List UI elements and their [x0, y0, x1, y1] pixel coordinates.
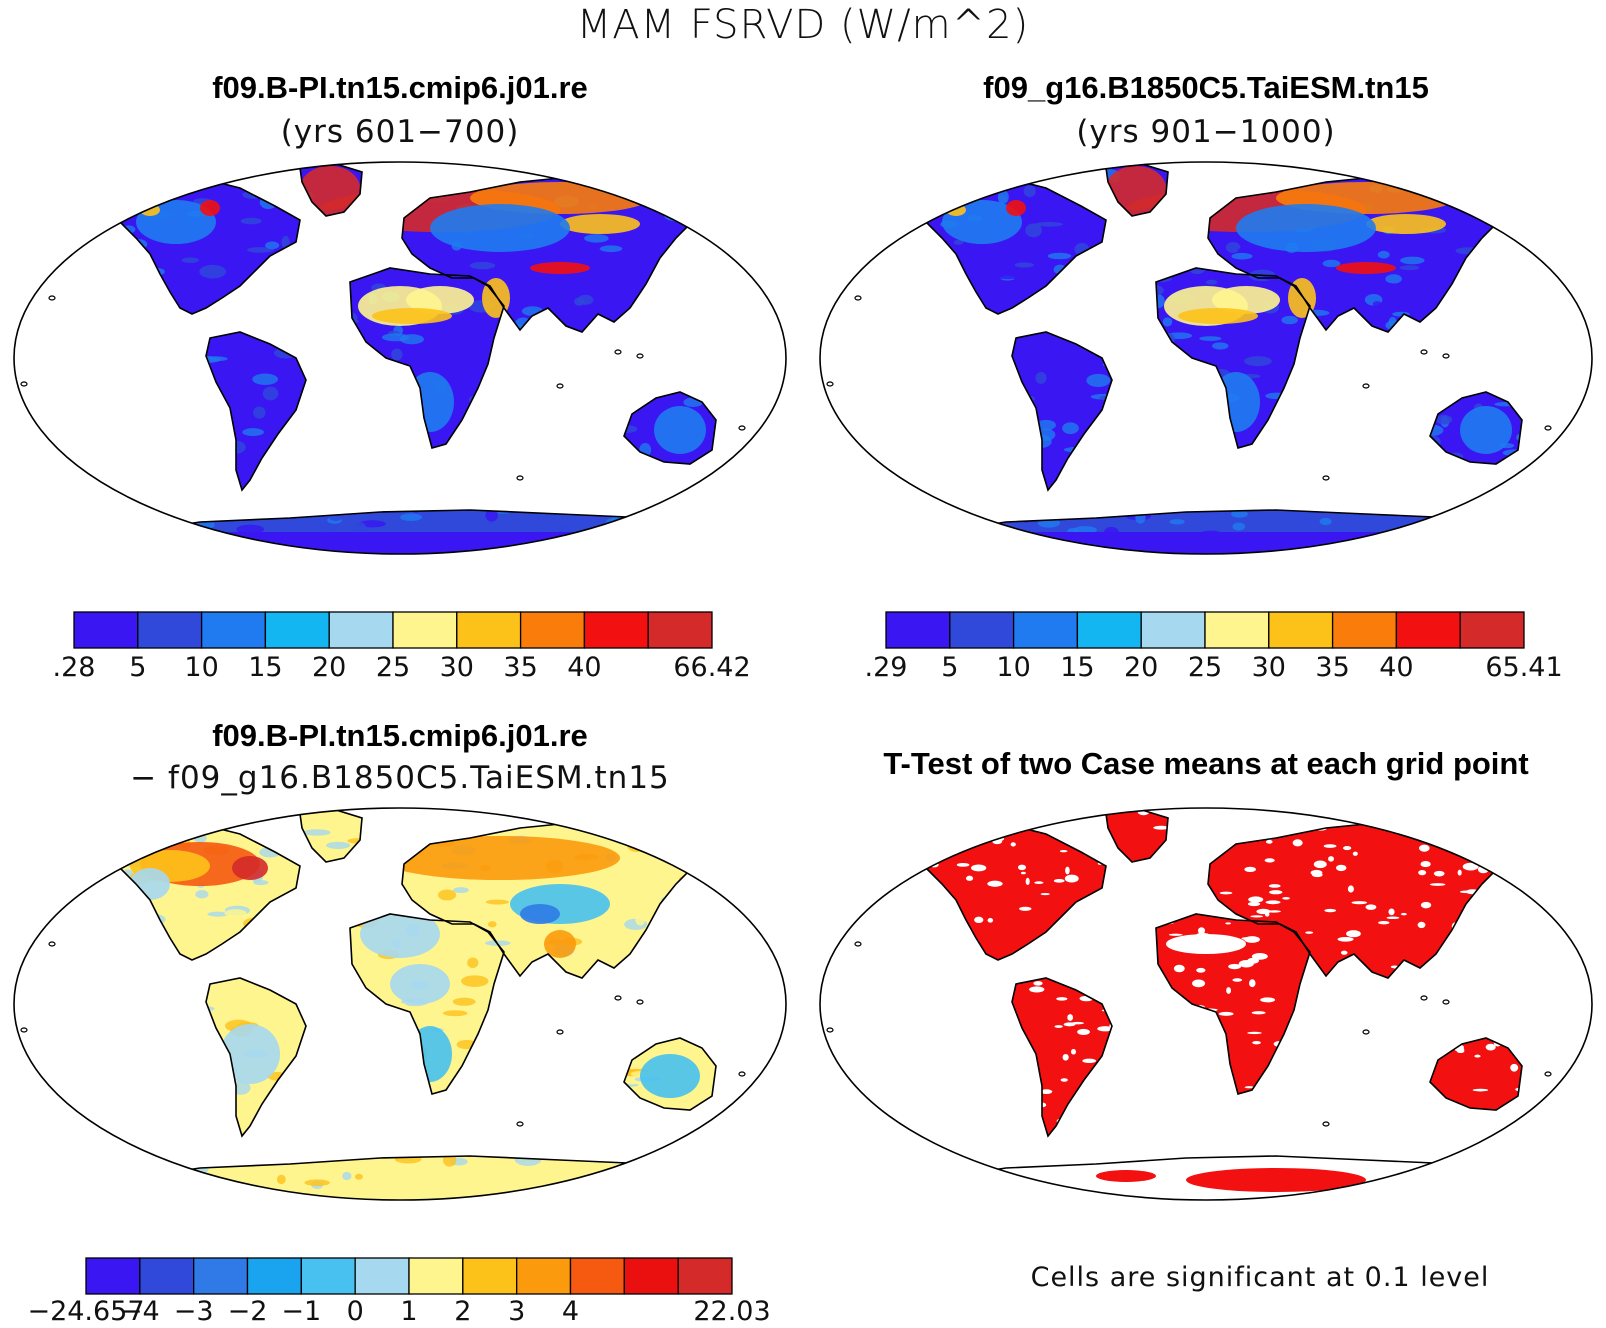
- colorbar-tick-label: 3: [508, 1296, 526, 1327]
- colorbar-swatch: [1395, 611, 1461, 649]
- colorbar-tick-label: 30: [439, 652, 474, 683]
- colorbar-tick-label: 35: [1315, 652, 1350, 683]
- colorbar-labels-case1: .28 5 10 15 20 25 30 35 40 66.42: [53, 652, 751, 688]
- colorbar-tick-label: 40: [1379, 652, 1414, 683]
- colorbar-swatch: [623, 1257, 679, 1295]
- colorbar-swatch: [677, 1257, 733, 1295]
- colorbar-tick-label: 15: [248, 652, 283, 683]
- colorbar-tick-label: 5: [129, 652, 147, 683]
- colorbar-tick-label: 65.41: [1485, 652, 1563, 683]
- map-case2: [819, 161, 1593, 555]
- colorbar-swatch: [328, 611, 394, 649]
- panel-title-diff: f09.B-PI.tn15.cmip6.j01.re: [212, 718, 588, 753]
- colorbar-swatch: [137, 611, 203, 649]
- land-namerica: [906, 824, 1106, 960]
- panel-subtitle-case1: (yrs 601−700): [280, 114, 520, 150]
- land-samerica: [1012, 978, 1112, 1136]
- colorbar-tick-label: 1: [400, 1296, 418, 1327]
- colorbar-tick-label: 15: [1060, 652, 1095, 683]
- colorbar-tick-label: .28: [52, 652, 96, 683]
- colorbar-swatch: [1268, 611, 1334, 649]
- colorbar-tick-label: 5: [941, 652, 959, 683]
- land-africa: [1156, 914, 1310, 1094]
- colorbar-tick-label: .29: [864, 652, 908, 683]
- colorbar-tick-label: −1: [281, 1296, 322, 1327]
- land-samerica: [1012, 332, 1112, 490]
- colorbar-tick-label: 25: [375, 652, 411, 683]
- colorbar-tick-label: 4: [561, 1296, 580, 1327]
- colorbar-swatch: [246, 1257, 302, 1295]
- significance-note: Cells are significant at 0.1 level: [1030, 1262, 1490, 1293]
- colorbar-tick-label: −2: [227, 1296, 268, 1327]
- panel-subtitle-case2: (yrs 901−1000): [1076, 114, 1336, 150]
- colorbar-swatch: [647, 611, 713, 649]
- map-border: [819, 807, 1593, 1201]
- colorbar-swatch: [1331, 611, 1398, 649]
- colorbar-swatch: [462, 1257, 518, 1295]
- colorbar-tick-label: −4: [119, 1296, 160, 1327]
- colorbar-swatch: [885, 611, 951, 649]
- panel-title-case1: f09.B-PI.tn15.cmip6.j01.re: [212, 70, 588, 105]
- panel-title-ttest: T-Test of two Case means at each grid po…: [883, 746, 1529, 781]
- colorbar-tick-label: 10: [184, 652, 219, 683]
- colorbar-tick-label: 22.03: [693, 1296, 771, 1327]
- map-case1: [13, 161, 787, 555]
- land-eurasia: [1208, 822, 1506, 978]
- colorbar-diff: [85, 1257, 733, 1295]
- colorbar-tick-label: 20: [312, 652, 347, 683]
- colorbar-swatch: [408, 1257, 464, 1295]
- colorbar-swatch: [583, 611, 649, 649]
- panel-subtitle-diff: − f09_g16.B1850C5.TaiESM.tn15: [130, 760, 670, 796]
- colorbar-tick-label: 0: [346, 1296, 364, 1327]
- colorbar-swatch: [1204, 611, 1270, 649]
- colorbar-tick-label: 40: [567, 652, 602, 683]
- colorbar-swatch: [456, 611, 522, 649]
- colorbar-labels-case2: .29 5 10 15 20 25 30 35 40 65.41: [865, 652, 1563, 688]
- colorbar-swatch: [354, 1257, 410, 1295]
- colorbar-swatch: [949, 611, 1015, 649]
- map-diff: [13, 807, 787, 1201]
- colorbar-tick-label: 20: [1124, 652, 1159, 683]
- map-border: [13, 807, 787, 1201]
- land-greenland: [1106, 810, 1168, 862]
- colorbar-tick-label: −24.657: [27, 1296, 145, 1327]
- colorbar-swatch: [1140, 611, 1206, 649]
- colorbar-swatch: [516, 1257, 572, 1295]
- colorbar-tick-label: 30: [1251, 652, 1286, 683]
- colorbar-labels-diff: −24.657 −4 −3 −2 −1 0 1 2 3 4 22.03: [27, 1296, 770, 1328]
- colorbar-swatch: [1076, 611, 1142, 649]
- colorbar-swatch: [193, 1257, 249, 1295]
- colorbar-tick-label: 35: [503, 652, 538, 683]
- land-greenland: [300, 810, 362, 862]
- colorbar-swatch: [519, 611, 586, 649]
- colorbar-swatch: [264, 611, 330, 649]
- colorbar-swatch: [569, 1257, 625, 1295]
- map-border: [13, 161, 787, 555]
- colorbar-swatch: [73, 611, 139, 649]
- colorbar-tick-label: 10: [996, 652, 1031, 683]
- colorbar-swatch: [139, 1257, 195, 1295]
- colorbar-case2: [885, 611, 1525, 649]
- colorbar-swatch: [392, 611, 458, 649]
- colorbar-swatch: [1012, 611, 1079, 649]
- map-ttest: [819, 807, 1593, 1201]
- map-border: [819, 161, 1593, 555]
- colorbar-swatch: [1459, 611, 1525, 649]
- colorbar-swatch: [85, 1257, 141, 1295]
- colorbar-tick-label: −3: [173, 1296, 214, 1327]
- colorbar-case1: [73, 611, 713, 649]
- colorbar-tick-label: 2: [454, 1296, 472, 1327]
- colorbar-swatch: [300, 1257, 356, 1295]
- figure-title: MAM FSRVD (W/m^2): [576, 2, 1030, 48]
- colorbar-swatch: [200, 611, 267, 649]
- land-australia: [1430, 1038, 1522, 1110]
- panel-title-case2: f09_g16.B1850C5.TaiESM.tn15: [983, 70, 1429, 105]
- colorbar-tick-label: 66.42: [673, 652, 751, 683]
- colorbar-tick-label: 25: [1187, 652, 1223, 683]
